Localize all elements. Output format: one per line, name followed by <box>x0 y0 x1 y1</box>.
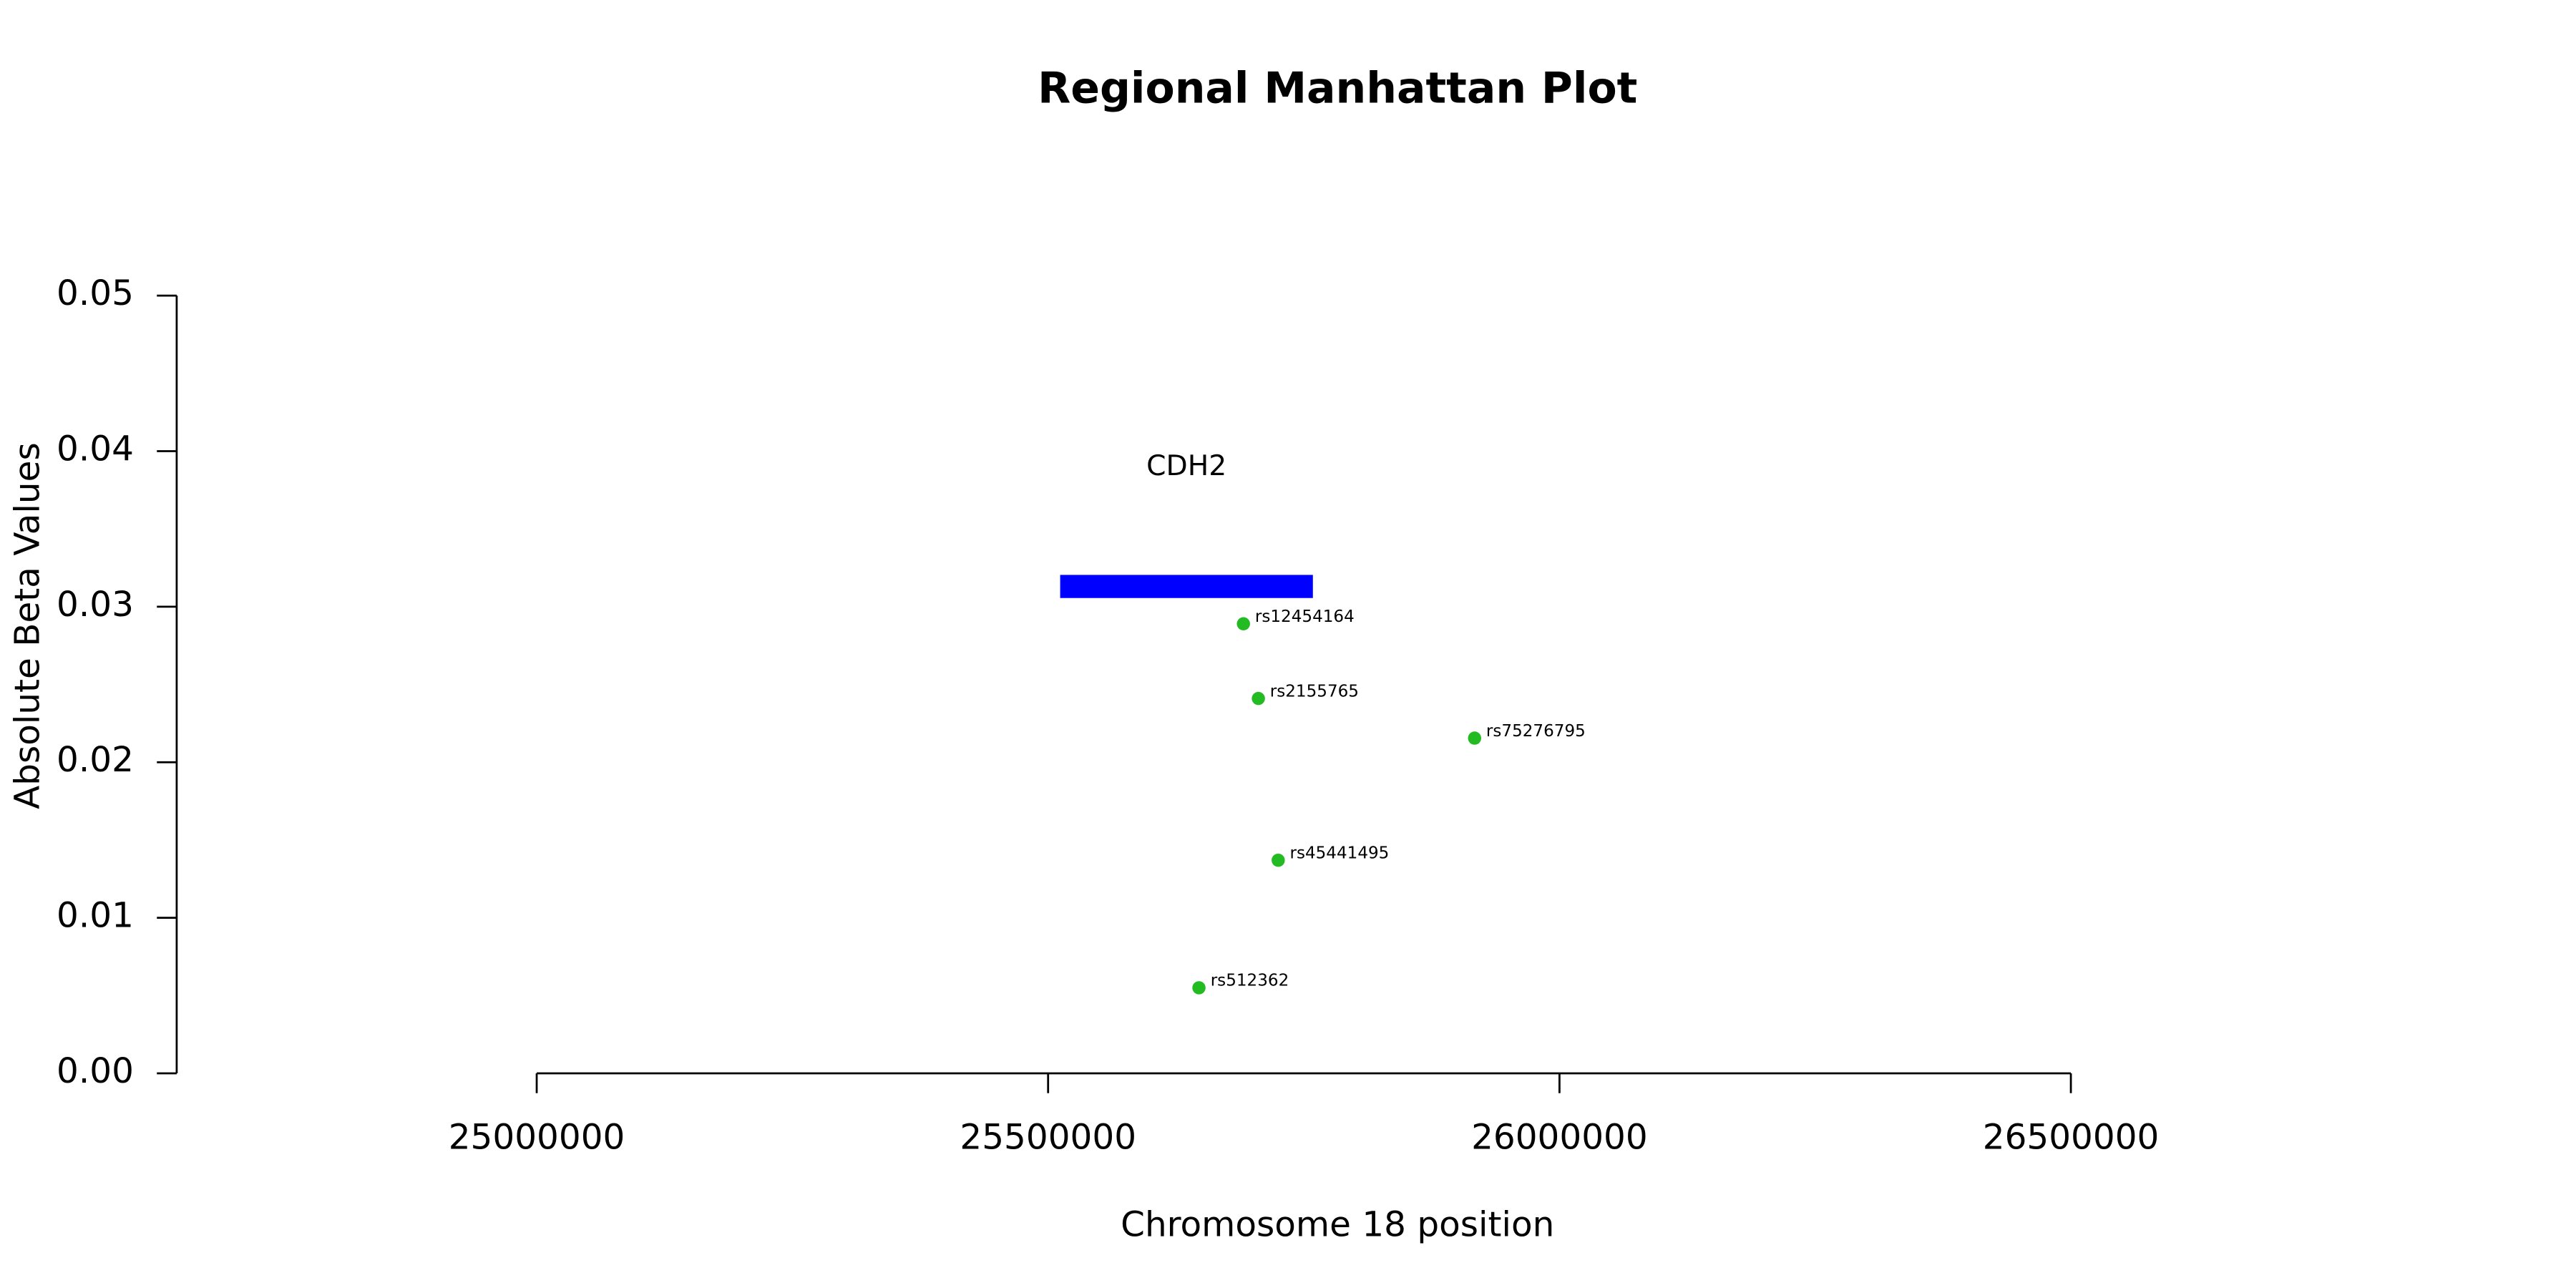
chart-title: Regional Manhattan Plot <box>1038 64 1637 114</box>
point <box>1272 853 1285 867</box>
point <box>1252 691 1265 706</box>
x-axis-label: Chromosome 18 position <box>1121 1205 1554 1245</box>
point-label: rs75276795 <box>1486 722 1586 741</box>
y-axis-label: Absolute Beta Values <box>8 442 48 809</box>
point-label: rs45441495 <box>1289 844 1389 862</box>
point <box>1468 731 1481 745</box>
point <box>1192 981 1206 995</box>
x-tick-label: 25500000 <box>960 1117 1136 1157</box>
point-label: rs512362 <box>1211 972 1289 990</box>
gene-bar <box>1060 575 1313 598</box>
point-label: rs2155765 <box>1270 682 1359 701</box>
y-tick-label: 0.05 <box>57 273 134 313</box>
x-tick-label: 25000000 <box>449 1117 625 1157</box>
x-tick-label: 26500000 <box>1983 1117 2160 1157</box>
y-tick-label: 0.03 <box>57 585 134 625</box>
point <box>1236 617 1250 630</box>
y-tick-label: 0.01 <box>57 896 134 936</box>
y-tick-label: 0.02 <box>57 740 134 780</box>
point-label: rs12454164 <box>1255 608 1355 626</box>
x-tick-label: 26000000 <box>1471 1117 1648 1157</box>
y-tick-label: 0.00 <box>57 1051 134 1091</box>
gene-label: CDH2 <box>1146 450 1226 482</box>
y-tick-label: 0.04 <box>57 429 134 469</box>
